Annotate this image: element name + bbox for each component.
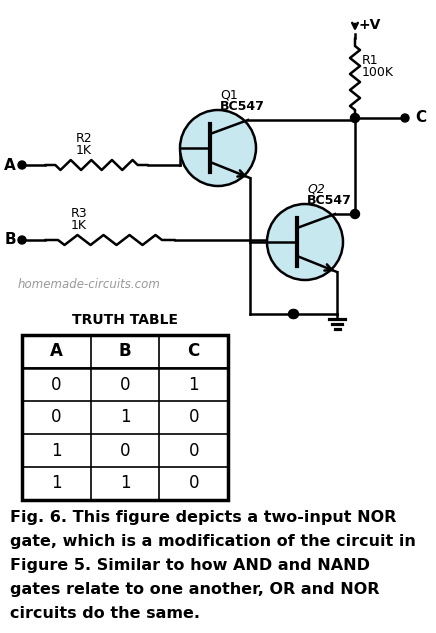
Text: gates relate to one another, OR and NOR: gates relate to one another, OR and NOR — [10, 582, 379, 597]
Text: TRUTH TABLE: TRUTH TABLE — [72, 313, 178, 327]
Text: BC547: BC547 — [307, 194, 352, 207]
Text: 0: 0 — [188, 408, 199, 427]
Text: B: B — [119, 342, 131, 361]
Text: BC547: BC547 — [220, 100, 265, 113]
Text: gate, which is a modification of the circuit in: gate, which is a modification of the cir… — [10, 534, 416, 549]
Text: B: B — [4, 232, 16, 248]
Text: R1: R1 — [362, 54, 378, 66]
Text: 1: 1 — [120, 408, 130, 427]
Circle shape — [401, 114, 409, 122]
Text: 1K: 1K — [76, 144, 92, 157]
Text: R3: R3 — [71, 207, 88, 220]
Circle shape — [351, 113, 360, 123]
Text: Q2: Q2 — [307, 182, 325, 195]
Text: 100K: 100K — [362, 66, 394, 80]
Text: 0: 0 — [120, 375, 130, 394]
Circle shape — [351, 210, 360, 218]
Text: 0: 0 — [188, 441, 199, 460]
Circle shape — [290, 310, 299, 318]
Bar — [22, 335, 228, 500]
Circle shape — [289, 310, 297, 318]
Text: Figure 5. Similar to how AND and NAND: Figure 5. Similar to how AND and NAND — [10, 558, 370, 573]
Circle shape — [267, 204, 343, 280]
Text: homemade-circuits.com: homemade-circuits.com — [18, 278, 161, 291]
Circle shape — [18, 236, 26, 244]
Text: 1: 1 — [120, 475, 130, 492]
Text: A: A — [4, 158, 16, 173]
Text: circuits do the same.: circuits do the same. — [10, 606, 200, 621]
Text: C: C — [187, 342, 200, 361]
Text: 0: 0 — [51, 408, 61, 427]
Text: 1: 1 — [51, 475, 61, 492]
Circle shape — [18, 161, 26, 169]
Text: 1: 1 — [188, 375, 199, 394]
Text: Fig. 6. This figure depicts a two-input NOR: Fig. 6. This figure depicts a two-input … — [10, 510, 396, 525]
Text: R2: R2 — [76, 132, 92, 145]
Text: 1K: 1K — [71, 219, 87, 232]
Text: A: A — [50, 342, 63, 361]
Text: 0: 0 — [51, 375, 61, 394]
Text: Q1: Q1 — [220, 88, 238, 101]
Circle shape — [180, 110, 256, 186]
Text: C: C — [415, 111, 426, 125]
Text: 1: 1 — [51, 441, 61, 460]
Text: +V: +V — [358, 18, 380, 32]
Text: 0: 0 — [120, 441, 130, 460]
Text: 0: 0 — [188, 475, 199, 492]
